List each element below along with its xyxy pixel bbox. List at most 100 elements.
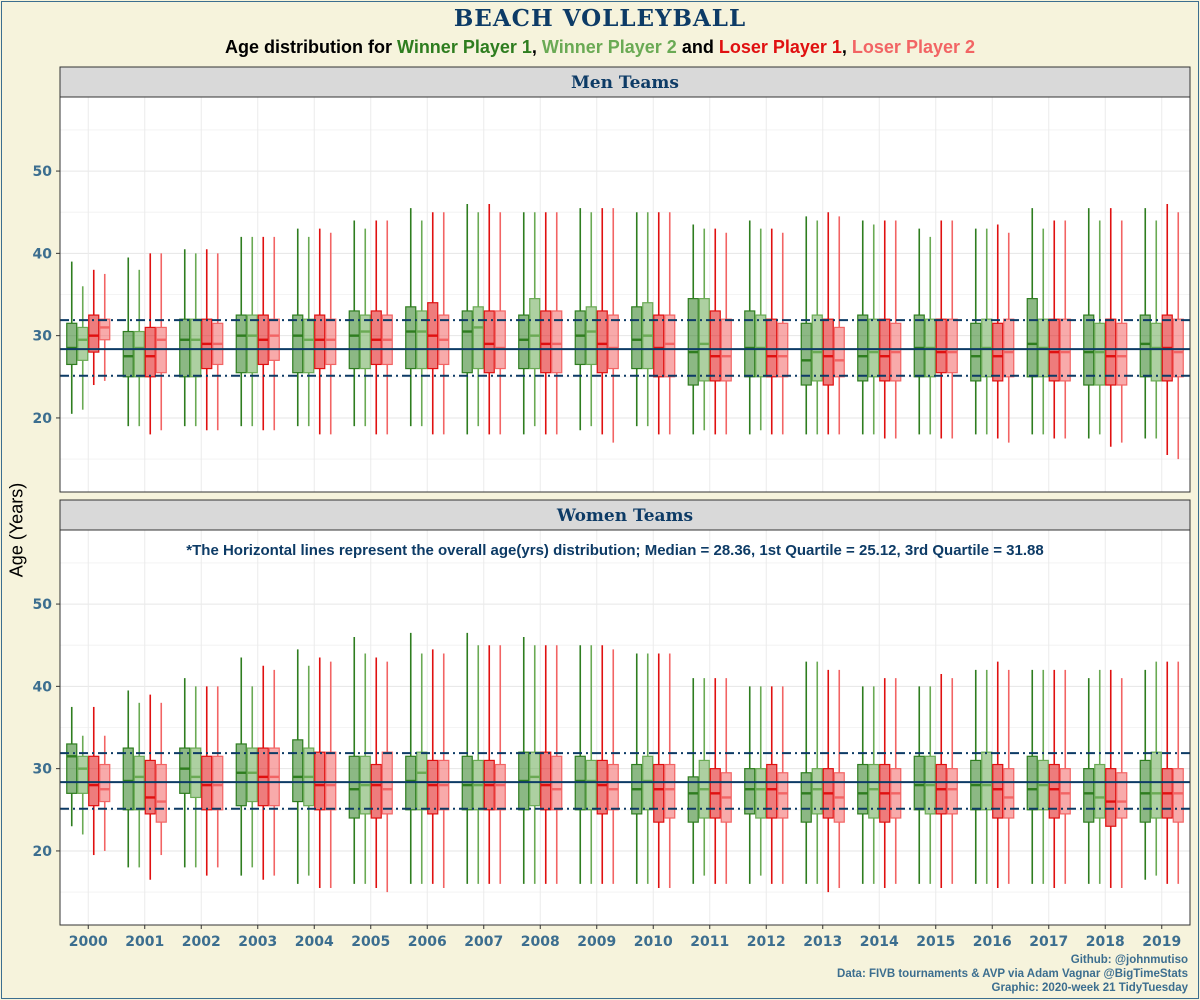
box-iqr: [1003, 768, 1015, 819]
box-iqr: [268, 318, 280, 361]
y-tick-label: 20: [33, 411, 53, 427]
box-iqr: [427, 759, 439, 815]
box-iqr: [981, 751, 993, 811]
box-iqr: [122, 747, 134, 811]
subtitle-sep-3: ,: [841, 37, 852, 57]
y-tick-label: 40: [33, 679, 53, 695]
y-tick-label: 50: [33, 597, 53, 613]
box-iqr: [1139, 314, 1151, 378]
chart-subtitle: Age distribution for Winner Player 1, Wi…: [0, 37, 1200, 58]
box-iqr: [1003, 318, 1015, 378]
box-iqr: [416, 751, 428, 811]
box-iqr: [1116, 322, 1128, 386]
box-iqr: [494, 310, 506, 370]
box-iqr: [1026, 298, 1038, 378]
box-iqr: [122, 330, 134, 378]
box-iqr: [540, 310, 552, 374]
box-iqr: [868, 318, 880, 378]
subtitle-series-loser-1: Loser Player 1: [718, 37, 842, 57]
box-iqr: [800, 772, 812, 823]
box-iqr: [461, 310, 473, 374]
box-iqr: [800, 322, 812, 386]
box-iqr: [303, 318, 315, 374]
box-iqr: [596, 310, 608, 374]
box-iqr: [946, 768, 958, 815]
box-iqr: [574, 310, 586, 366]
box-iqr: [698, 298, 710, 382]
box-iqr: [992, 763, 1004, 819]
box-iqr: [833, 326, 845, 378]
box-iqr: [246, 747, 258, 803]
box-iqr: [190, 747, 202, 799]
box-iqr: [325, 318, 337, 366]
box-iqr: [607, 314, 619, 370]
box-iqr: [653, 763, 665, 823]
box-iqr: [190, 318, 202, 378]
y-tick-label: 30: [33, 762, 53, 778]
x-tick-label: 2005: [351, 934, 390, 950]
subtitle-sep-1: ,: [531, 37, 542, 57]
x-tick-label: 2006: [408, 934, 447, 950]
box-iqr: [1094, 322, 1106, 386]
x-tick-label: 2009: [577, 934, 616, 950]
y-tick-label: 20: [33, 844, 53, 860]
box-iqr: [777, 772, 789, 819]
box-iqr: [405, 306, 417, 370]
box-iqr: [77, 326, 89, 361]
box-iqr: [494, 763, 506, 811]
box-iqr: [540, 751, 552, 811]
box-iqr: [529, 298, 541, 370]
y-tick-label: 40: [33, 246, 53, 262]
box-iqr: [585, 759, 597, 811]
box-iqr: [179, 747, 191, 794]
box-iqr: [857, 763, 869, 815]
box-iqr: [687, 776, 699, 823]
box-iqr: [755, 314, 767, 378]
box-iqr: [744, 768, 756, 815]
box-iqr: [144, 759, 156, 815]
box-iqr: [664, 763, 676, 819]
box-iqr: [314, 314, 326, 370]
box-iqr: [155, 763, 167, 823]
box-iqr: [370, 310, 382, 366]
box-iqr: [811, 768, 823, 815]
box-iqr: [607, 763, 619, 811]
x-tick-label: 2015: [916, 934, 955, 950]
x-tick-label: 2010: [634, 934, 673, 950]
box-iqr: [483, 310, 495, 374]
box-iqr: [766, 763, 778, 819]
box-iqr: [868, 763, 880, 819]
box-iqr: [766, 318, 778, 378]
facet-strip: [59, 66, 1191, 98]
subtitle-sep-2: and: [676, 37, 719, 57]
subtitle-series-loser-2: Loser Player 2: [851, 37, 975, 57]
caption-graphic: Graphic: 2020-week 21 TidyTuesday: [991, 982, 1188, 994]
panel-women: Women Teams 20 30 40 50 *The Horizontal lines…: [33, 499, 1191, 926]
panel-border: [59, 96, 1191, 493]
box-iqr: [551, 310, 563, 374]
facet-strip: [59, 499, 1191, 531]
box-iqr: [1105, 768, 1117, 827]
caption-data-source: Data: FIVB tournaments & AVP via Adam Va…: [837, 968, 1188, 980]
x-tick-label: 2016: [973, 934, 1012, 950]
box-iqr: [811, 314, 823, 382]
caption: Github: @johnmutiso Data: FIVB tournamen…: [837, 953, 1188, 995]
subtitle-series-winner-1: Winner Player 1: [396, 37, 532, 57]
box-iqr: [88, 755, 100, 807]
box-iqr: [179, 318, 191, 378]
box-iqr: [1116, 772, 1128, 819]
box-iqr: [359, 314, 371, 370]
box-iqr: [529, 751, 541, 807]
box-iqr: [518, 314, 530, 370]
box-iqr: [1172, 318, 1184, 378]
facet-strip-label: Women Teams: [556, 506, 693, 526]
box-iqr: [66, 322, 78, 366]
box-iqr: [66, 743, 78, 794]
box-iqr: [370, 763, 382, 819]
box-iqr: [1172, 768, 1184, 823]
subtitle-series-winner-2: Winner Player 2: [541, 37, 677, 57]
chart-title: BEACH VOLLEYBALL: [453, 5, 747, 32]
x-tick-label: 2004: [295, 934, 334, 950]
box-iqr: [653, 314, 665, 378]
